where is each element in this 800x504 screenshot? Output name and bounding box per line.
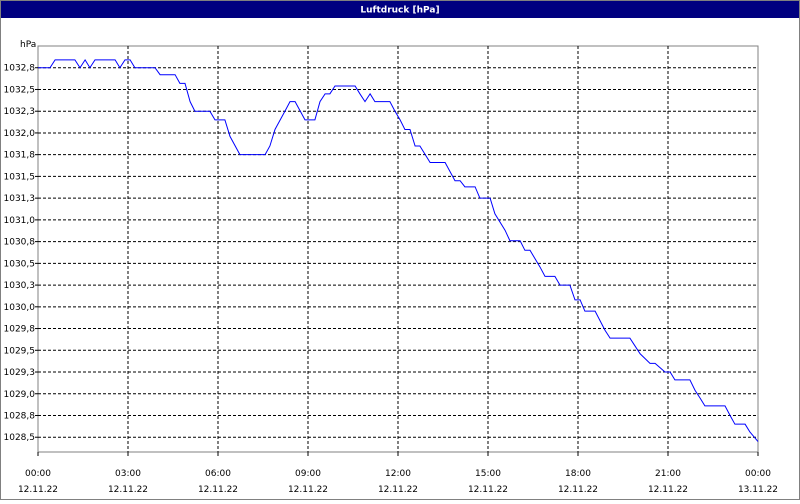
y-tick-label: 1028,8: [4, 411, 36, 421]
x-tick-date: 12.11.22: [648, 485, 688, 495]
x-tick-date: 13.11.22: [738, 485, 778, 495]
y-tick-label: 1032,5: [4, 85, 36, 95]
x-tick-label: 00:00: [25, 469, 51, 479]
data-line: [38, 58, 759, 442]
x-tick-label: 06:00: [205, 469, 231, 479]
x-tick-label: 12:00: [385, 469, 411, 479]
y-tick-label: 1030,5: [4, 259, 36, 269]
x-tick-label: 00:00: [745, 469, 771, 479]
x-tick-date: 12.11.22: [468, 485, 508, 495]
y-tick-label: 1032,8: [4, 64, 36, 74]
y-tick-label: 1029,8: [4, 325, 36, 335]
x-tick-label: 18:00: [565, 469, 591, 479]
y-tick-label: 1030,0: [4, 303, 36, 313]
x-tick-date: 12.11.22: [108, 485, 148, 495]
y-tick-label: 1031,3: [4, 194, 36, 204]
y-tick-label: 1029,3: [4, 368, 36, 378]
y-tick-label: 1029,0: [4, 390, 36, 400]
x-tick-label: 03:00: [115, 469, 141, 479]
x-tick-label: 21:00: [655, 469, 681, 479]
x-tick-date: 12.11.22: [198, 485, 238, 495]
x-tick-label: 09:00: [295, 469, 321, 479]
x-tick-date: 12.11.22: [558, 485, 598, 495]
y-tick-label: 1032,3: [4, 107, 36, 117]
x-tick-date: 12.11.22: [18, 485, 58, 495]
y-tick-label: 1031,0: [4, 216, 36, 226]
x-tick-label: 15:00: [475, 469, 501, 479]
y-tick-label: 1032,0: [4, 129, 36, 139]
y-tick-label: 1030,8: [4, 238, 36, 248]
title-bar: [1, 1, 799, 18]
x-tick-date: 12.11.22: [378, 485, 418, 495]
x-tick-date: 12.11.22: [288, 485, 328, 495]
y-tick-label: 1028,5: [4, 433, 36, 443]
y-axis-label: hPa: [20, 40, 36, 50]
y-tick-label: 1030,3: [4, 281, 36, 291]
y-tick-label: 1031,5: [4, 172, 36, 182]
y-tick-label: 1031,8: [4, 151, 36, 161]
chart-title: Luftdruck [hPa]: [360, 6, 439, 16]
y-tick-label: 1029,5: [4, 346, 36, 356]
